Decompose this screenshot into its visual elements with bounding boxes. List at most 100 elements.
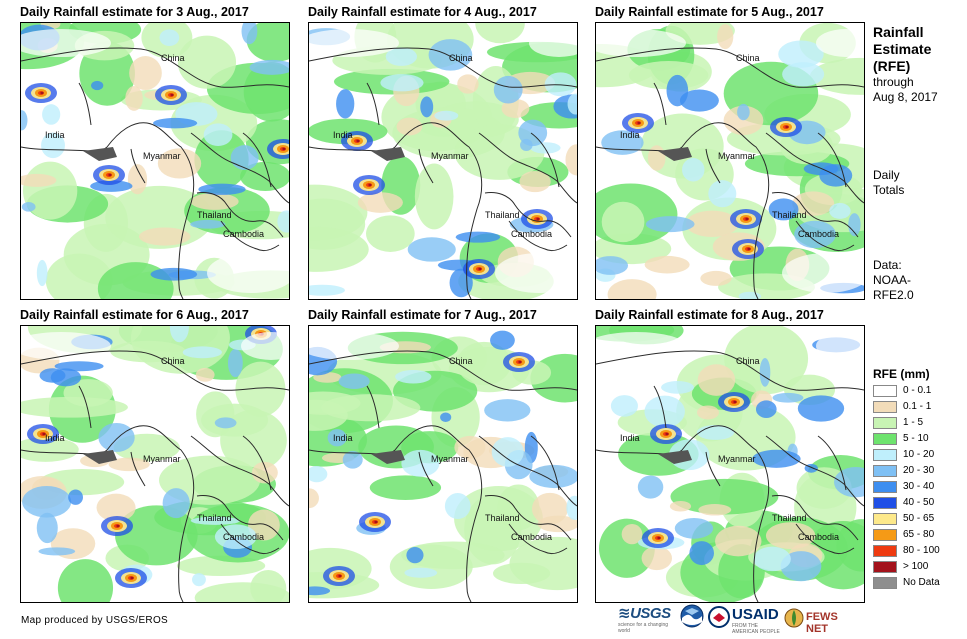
country-border: [478, 132, 577, 204]
legend-swatch: [873, 481, 897, 493]
dry-area: [816, 29, 864, 57]
rain-area-trace: [190, 192, 239, 210]
rain-area-moderate: [434, 110, 459, 121]
rain-area-moderate: [192, 573, 206, 587]
country-border: [418, 451, 434, 487]
rain-area-moderate: [484, 399, 531, 422]
country-border: [130, 148, 146, 184]
rain-area-moderate: [529, 464, 577, 489]
rain-area-trace: [357, 192, 403, 213]
legend-swatch: [873, 545, 897, 557]
fews-net-logo: FEWS NET: [784, 604, 862, 635]
rain-area-moderate: [493, 75, 523, 104]
place-label-thailand: Thailand: [485, 513, 520, 523]
legend-item: 80 - 100: [873, 544, 967, 560]
rain-area-moderate: [241, 23, 258, 45]
legend-swatch: [873, 449, 897, 461]
rain-area-moderate: [203, 123, 233, 147]
rain-area-moderate: [566, 495, 577, 520]
fews-net-logo-text: FEWS NET: [806, 611, 838, 635]
period-label: Daily Totals: [873, 168, 904, 198]
country-border: [78, 82, 92, 126]
country-border: [242, 435, 272, 491]
rain-area-moderate: [407, 237, 456, 262]
fews-net-emblem-icon: [784, 608, 804, 628]
rain-area-peak: [374, 520, 378, 524]
ganges-delta: [83, 147, 117, 161]
rain-area-light: [194, 582, 289, 602]
data-source-line2: RFE2.0: [873, 288, 914, 302]
rain-area-trace: [685, 210, 739, 238]
rfe-title-line1: Rainfall: [873, 24, 924, 40]
rain-area-trace: [396, 117, 423, 136]
country-border: [795, 220, 855, 252]
rainfall-field: [21, 23, 289, 299]
ganges-delta: [371, 450, 405, 464]
rain-area-trace: [698, 504, 732, 516]
rain-area-light: [628, 61, 709, 90]
rainfall-field: [21, 326, 289, 602]
panel-title: Daily Rainfall estimate for 3 Aug., 2017: [20, 5, 249, 19]
noaa-emblem-icon: [680, 604, 704, 628]
rain-area-trace: [700, 270, 732, 286]
rain-area-moderate: [666, 74, 689, 107]
legend-item: 0.1 - 1: [873, 400, 967, 416]
country-border: [596, 350, 864, 391]
rain-area-moderate: [214, 524, 257, 550]
through-label: through: [873, 75, 914, 89]
place-label-cambodia: Cambodia: [798, 532, 840, 542]
rain-area-peak: [116, 524, 120, 528]
rain-area-trace: [697, 364, 736, 396]
rain-area-light: [194, 130, 249, 189]
legend-item: 65 - 80: [873, 528, 967, 544]
rain-area-moderate: [36, 259, 48, 287]
rain-area-moderate: [404, 567, 438, 578]
country-border: [21, 47, 289, 88]
rain-area-moderate: [190, 516, 240, 525]
rain-area-moderate: [778, 40, 824, 68]
usgs-logo-tagline: science for a changing world: [618, 622, 669, 634]
rain-area-trace: [96, 493, 136, 522]
legend-label: 40 - 50: [903, 497, 935, 508]
rain-area-moderate: [679, 89, 719, 112]
rain-area-peak: [40, 91, 44, 95]
ganges-delta: [371, 147, 405, 161]
rain-area-trace: [531, 492, 568, 525]
rain-area-peak: [42, 432, 46, 436]
rain-area-moderate: [420, 96, 434, 118]
rain-area-moderate: [848, 213, 861, 237]
rain-area-trace: [127, 164, 148, 195]
rainfall-map: China India Myanmar Thailand Cambodia: [595, 22, 865, 300]
rain-area-moderate: [645, 216, 695, 233]
legend-item: 40 - 50: [873, 496, 967, 512]
rain-area-moderate: [637, 475, 664, 499]
place-label-thailand: Thailand: [772, 210, 807, 220]
rain-area-moderate: [42, 104, 61, 125]
place-label-india: India: [620, 433, 640, 443]
legend-item: 5 - 10: [873, 432, 967, 448]
rain-area-moderate: [21, 110, 28, 131]
data-source-line1: NOAA-: [873, 273, 912, 287]
country-border: [196, 495, 284, 541]
usaid-seal-icon: [708, 606, 730, 628]
rain-area-moderate: [38, 547, 76, 556]
rain-area-trace: [715, 525, 762, 557]
through-date: Aug 8, 2017: [873, 90, 938, 104]
place-label-china: China: [161, 356, 185, 366]
place-label-thailand: Thailand: [485, 210, 520, 220]
map-key-title: Rainfall Estimate (RFE) through Aug 8, 2…: [873, 24, 938, 105]
legend-item: 50 - 65: [873, 512, 967, 528]
place-label-myanmar: Myanmar: [143, 151, 181, 161]
place-label-india: India: [45, 433, 65, 443]
country-border: [681, 425, 770, 602]
rain-area-moderate: [182, 346, 223, 359]
legend-label: 65 - 80: [903, 529, 935, 540]
legend-swatch: [873, 513, 897, 525]
rain-area-trace: [621, 524, 643, 545]
legend-label: 0 - 0.1: [903, 385, 932, 396]
dry-area: [529, 29, 577, 57]
rain-area-moderate: [342, 450, 363, 469]
rain-area-moderate: [759, 358, 771, 387]
rain-area-trace: [157, 148, 202, 179]
rain-area-moderate: [610, 395, 638, 417]
